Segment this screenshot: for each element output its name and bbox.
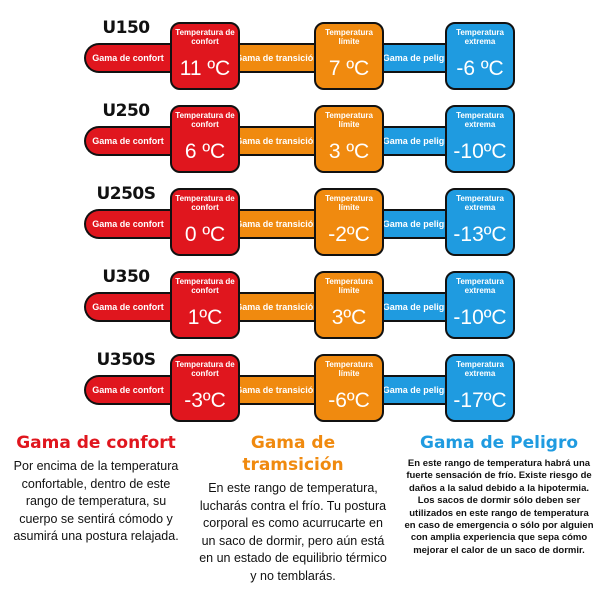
comfort-range-legend: Gama de confort Por encima de la tempera…: [10, 432, 182, 546]
comfort-range-bar: Gama de confort: [84, 43, 176, 73]
transition-range-bar: Gama de transición: [232, 292, 322, 322]
transition-range-title: Gama de tramsición: [242, 433, 344, 475]
extreme-temp-value: -6 ºC: [456, 57, 504, 80]
extreme-temp-label: Temperatura extrema: [456, 277, 504, 295]
extreme-temp-label: Temperatura extrema: [456, 360, 504, 378]
limit-temp-label: Temperatura límite: [325, 111, 373, 129]
transition-range-legend: Gama de tramsición En este rango de temp…: [198, 432, 388, 585]
comfort-temp-label: Temperatura de confort: [175, 28, 235, 46]
limit-temp-value: 7 ºC: [328, 57, 370, 80]
comfort-temp-box: Temperatura de confort -3ºC: [170, 354, 240, 422]
extreme-temp-box: Temperatura extrema -13ºC: [445, 188, 515, 256]
comfort-range-bar: Gama de confort: [84, 209, 176, 239]
extreme-temp-value: -10ºC: [453, 140, 507, 163]
extreme-temp-label: Temperatura extrema: [456, 28, 504, 46]
rating-row: U350 Gama de confort Gama de transición …: [0, 267, 600, 347]
limit-temp-label: Temperatura límite: [325, 360, 373, 378]
model-name: U350: [102, 267, 150, 287]
limit-temp-box: Temperatura límite 3 ºC: [314, 105, 384, 173]
comfort-temp-value: -3ºC: [184, 389, 226, 412]
comfort-temp-value: 6 ºC: [184, 140, 226, 163]
extreme-temp-value: -10ºC: [453, 306, 507, 329]
comfort-range-bar: Gama de confort: [84, 292, 176, 322]
extreme-temp-box: Temperatura extrema -10ºC: [445, 271, 515, 339]
comfort-temp-box: Temperatura de confort 11 ºC: [170, 22, 240, 90]
rating-row: U350S Gama de confort Gama de transición…: [0, 350, 600, 430]
comfort-temp-label: Temperatura de confort: [175, 277, 235, 295]
comfort-range-title: Gama de confort: [16, 433, 176, 453]
limit-temp-value: 3ºC: [331, 306, 367, 329]
extreme-temp-label: Temperatura extrema: [456, 111, 504, 129]
danger-range-bar: Gama de peligro: [378, 126, 458, 156]
danger-range-bar: Gama de peligro: [378, 292, 458, 322]
limit-temp-box: Temperatura límite 3ºC: [314, 271, 384, 339]
extreme-temp-value: -17ºC: [453, 389, 507, 412]
comfort-range-bar: Gama de confort: [84, 126, 176, 156]
comfort-temp-label: Temperatura de confort: [175, 111, 235, 129]
danger-range-bar: Gama de peligro: [378, 375, 458, 405]
transition-range-bar: Gama de transición: [232, 375, 322, 405]
comfort-range-description: Por encima de la temperatura confortable…: [13, 459, 179, 543]
danger-range-legend: Gama de Peligro En este rango de tempera…: [404, 432, 594, 557]
rating-row: U250 Gama de confort Gama de transición …: [0, 101, 600, 181]
comfort-temp-label: Temperatura de confort: [175, 360, 235, 378]
limit-temp-label: Temperatura límite: [325, 28, 373, 46]
rating-row: U250S Gama de confort Gama de transición…: [0, 184, 600, 264]
model-name: U250: [102, 101, 150, 121]
comfort-temp-box: Temperatura de confort 1ºC: [170, 271, 240, 339]
extreme-temp-box: Temperatura extrema -10ºC: [445, 105, 515, 173]
comfort-temp-value: 1ºC: [187, 306, 223, 329]
model-name: U350S: [96, 350, 156, 370]
extreme-temp-box: Temperatura extrema -17ºC: [445, 354, 515, 422]
model-name: U150: [102, 18, 150, 38]
extreme-temp-value: -13ºC: [453, 223, 507, 246]
comfort-temp-box: Temperatura de confort 6 ºC: [170, 105, 240, 173]
transition-range-bar: Gama de transición: [232, 126, 322, 156]
danger-range-description: En este rango de temperatura habrá una f…: [404, 458, 594, 556]
limit-temp-value: -6ºC: [328, 389, 370, 412]
danger-range-bar: Gama de peligro: [378, 43, 458, 73]
limit-temp-value: -2ºC: [328, 223, 370, 246]
limit-temp-label: Temperatura límite: [325, 277, 373, 295]
model-name: U250S: [96, 184, 156, 204]
extreme-temp-label: Temperatura extrema: [456, 194, 504, 212]
danger-range-bar: Gama de peligro: [378, 209, 458, 239]
danger-range-title: Gama de Peligro: [419, 433, 579, 453]
rating-row: U150 Gama de confort Gama de transición …: [0, 18, 600, 98]
limit-temp-value: 3 ºC: [328, 140, 370, 163]
comfort-temp-value: 11 ºC: [179, 57, 231, 80]
limit-temp-box: Temperatura límite 7 ºC: [314, 22, 384, 90]
limit-temp-box: Temperatura límite -2ºC: [314, 188, 384, 256]
transition-range-bar: Gama de transición: [232, 43, 322, 73]
comfort-temp-value: 0 ºC: [184, 223, 226, 246]
comfort-temp-label: Temperatura de confort: [175, 194, 235, 212]
comfort-temp-box: Temperatura de confort 0 ºC: [170, 188, 240, 256]
transition-range-description: En este rango de temperatura, lucharás c…: [199, 481, 387, 583]
transition-range-bar: Gama de transición: [232, 209, 322, 239]
limit-temp-label: Temperatura límite: [325, 194, 373, 212]
comfort-range-bar: Gama de confort: [84, 375, 176, 405]
extreme-temp-box: Temperatura extrema -6 ºC: [445, 22, 515, 90]
limit-temp-box: Temperatura límite -6ºC: [314, 354, 384, 422]
